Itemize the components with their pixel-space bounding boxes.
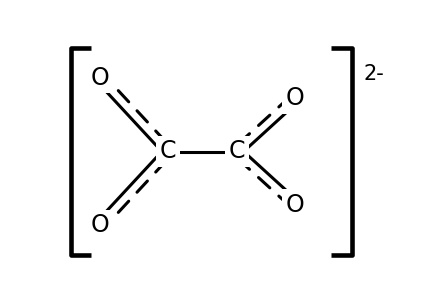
Text: C: C: [229, 140, 245, 164]
Text: O: O: [91, 213, 109, 237]
Text: C: C: [160, 140, 176, 164]
Text: O: O: [286, 86, 305, 110]
Text: O: O: [286, 193, 305, 217]
Text: 2-: 2-: [364, 64, 384, 84]
Text: O: O: [91, 66, 109, 90]
